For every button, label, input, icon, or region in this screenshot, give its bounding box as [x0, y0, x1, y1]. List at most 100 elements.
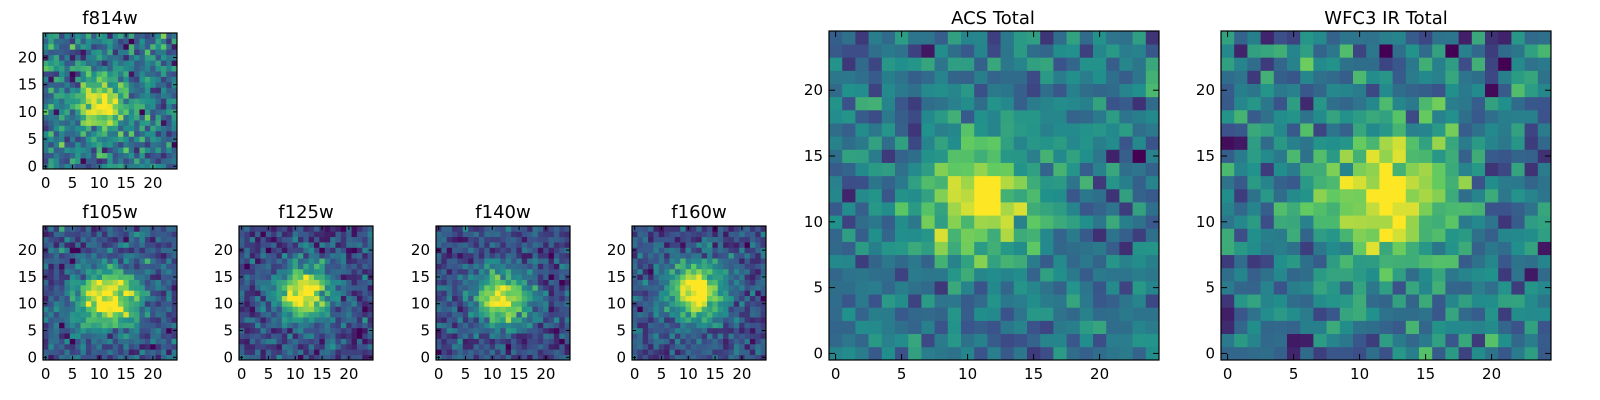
heatmap-cell: [494, 242, 501, 248]
heatmap-cell: [468, 258, 474, 264]
heatmap-cell: [452, 306, 458, 313]
heatmap-cell: [340, 301, 347, 307]
heatmap-cell: [921, 96, 935, 111]
heatmap-cell: [134, 87, 140, 94]
heatmap-cell: [128, 163, 135, 170]
heatmap-cell: [249, 284, 256, 291]
heatmap-cell: [75, 311, 81, 318]
heatmap-cell: [53, 158, 60, 164]
heatmap-cell: [107, 158, 114, 164]
heatmap-cell: [1260, 175, 1275, 190]
heatmap-cell: [1392, 175, 1407, 190]
heatmap-cell: [128, 327, 135, 334]
heatmap-cell: [1273, 70, 1288, 84]
heatmap-cell: [144, 322, 151, 329]
heatmap-cell: [43, 87, 49, 94]
x-tick-label: 0: [1223, 365, 1233, 383]
heatmap-cell: [1524, 254, 1539, 269]
heatmap-cell: [1106, 267, 1120, 282]
panel-title: f125w: [278, 202, 333, 223]
heatmap-cell: [53, 38, 60, 45]
heatmap-cell: [96, 125, 103, 132]
heatmap-cell: [1093, 281, 1107, 295]
heatmap-cell: [48, 333, 55, 339]
heatmap-cell: [324, 333, 331, 339]
heatmap-cell: [484, 295, 490, 302]
heatmap-cell: [1458, 162, 1473, 177]
heatmap-cell: [1458, 307, 1473, 321]
heatmap-cell: [160, 258, 167, 264]
heatmap-cell: [171, 263, 178, 270]
heatmap-cell: [1498, 267, 1512, 282]
heatmap-cell: [171, 226, 178, 232]
heatmap-cell: [324, 349, 331, 355]
heatmap-cell: [881, 215, 896, 229]
heatmap-cell: [1273, 109, 1288, 124]
heatmap-cell: [707, 333, 713, 339]
heatmap-cell: [511, 268, 517, 275]
heatmap-cell: [489, 290, 496, 297]
heatmap-cell: [489, 284, 496, 291]
heatmap-cell: [144, 136, 151, 143]
heatmap-cell: [436, 306, 442, 313]
heatmap-cell: [505, 290, 512, 297]
heatmap-cell: [69, 231, 76, 238]
heatmap-cell: [553, 295, 560, 302]
heatmap-cell: [696, 274, 703, 280]
heatmap-cell: [1326, 175, 1341, 190]
heatmap-cell: [1379, 31, 1393, 45]
heatmap-cell: [1326, 31, 1341, 45]
heatmap-cell: [532, 274, 539, 280]
heatmap-cell: [319, 317, 326, 323]
heatmap-cell: [1053, 136, 1067, 150]
heatmap-cell: [91, 349, 97, 355]
heatmap-cell: [1132, 228, 1147, 242]
heatmap-cell: [43, 268, 49, 275]
heatmap-cell: [112, 71, 119, 77]
x-tick-label: 10: [679, 365, 698, 383]
heatmap-cell: [150, 130, 156, 137]
heatmap-cell: [637, 295, 644, 302]
heatmap-cell: [292, 311, 299, 318]
heatmap-cell: [733, 226, 740, 232]
heatmap-cell: [340, 242, 347, 248]
heatmap-cell: [319, 333, 326, 339]
heatmap-cell: [59, 71, 65, 77]
heatmap-cell: [96, 317, 103, 323]
heatmap-cell: [696, 306, 703, 313]
heatmap-cell: [319, 274, 326, 280]
heatmap-cell: [91, 343, 97, 350]
heatmap-cell: [1287, 294, 1301, 308]
heatmap-cell: [134, 301, 140, 307]
heatmap-cell: [1511, 307, 1525, 321]
heatmap-cell: [128, 333, 135, 339]
heatmap-cell: [712, 333, 719, 339]
x-tick-label: 0: [434, 365, 444, 383]
heatmap-cell: [59, 54, 65, 61]
heatmap-cell: [868, 267, 883, 282]
heatmap-cell: [505, 354, 512, 361]
heatmap-cell: [680, 338, 686, 345]
heatmap-cell: [462, 284, 469, 291]
heatmap-cell: [908, 96, 922, 111]
heatmap-cell: [239, 290, 245, 297]
heatmap-cell: [91, 258, 97, 264]
heatmap-cell: [59, 76, 65, 83]
heatmap-cell: [468, 252, 474, 259]
heatmap-cell: [48, 306, 55, 313]
heatmap-cell: [1273, 31, 1288, 45]
heatmap-cell: [934, 123, 949, 137]
heatmap-cell: [855, 267, 869, 282]
heatmap-cell: [64, 120, 71, 126]
heatmap-cell: [664, 327, 670, 334]
heatmap-cell: [1458, 267, 1473, 282]
heatmap-cell: [1524, 136, 1539, 150]
heatmap-cell: [733, 333, 740, 339]
heatmap-cell: [255, 279, 261, 286]
heatmap-cell: [653, 354, 660, 361]
heatmap-cell: [150, 120, 156, 126]
heatmap-cell: [1405, 109, 1420, 124]
heatmap-cell: [75, 54, 81, 61]
heatmap-cell: [559, 236, 565, 243]
heatmap-cell: [324, 231, 331, 238]
